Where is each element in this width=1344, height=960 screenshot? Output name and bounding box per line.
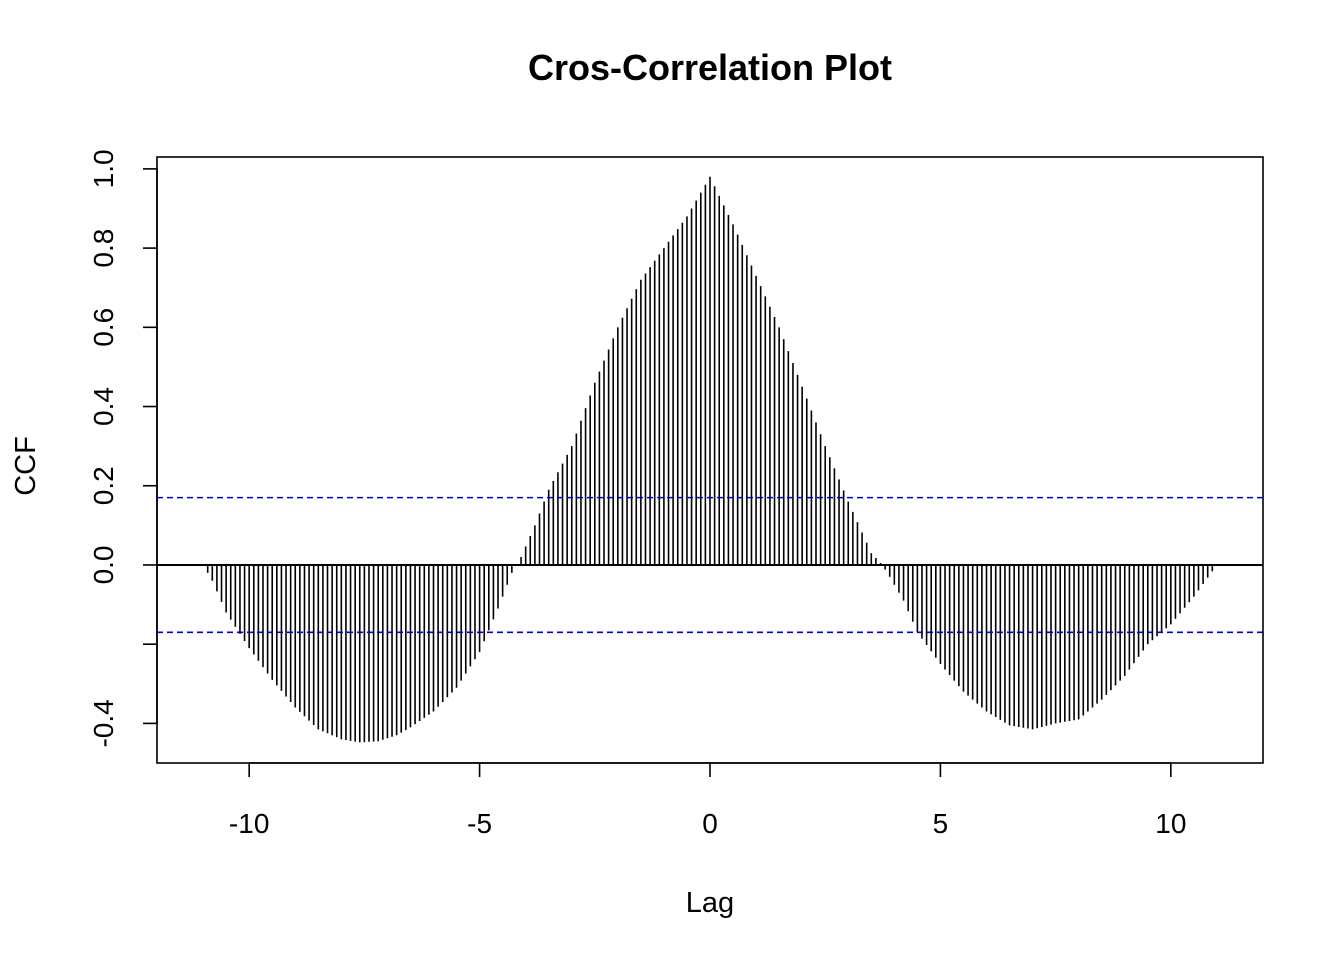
bar-group xyxy=(206,176,1214,743)
x-tick-label: -5 xyxy=(467,808,492,839)
y-tick-label: 1.0 xyxy=(88,149,119,188)
y-tick-label: 0.0 xyxy=(88,545,119,584)
y-tick-label: -0.4 xyxy=(88,699,119,747)
x-axis: -10 -5 0 5 10 xyxy=(229,762,1186,839)
x-tick-label: 5 xyxy=(933,808,949,839)
y-tick-label: 0.2 xyxy=(88,466,119,505)
y-axis-label: CCF xyxy=(10,436,42,496)
reference-lines xyxy=(157,496,1263,634)
y-tick-label: 0.4 xyxy=(88,387,119,426)
y-tick-label: 0.6 xyxy=(88,308,119,347)
x-tick-label: 10 xyxy=(1155,808,1186,839)
y-axis: -0.4 0.0 0.2 0.4 0.6 0.8 1.0 xyxy=(88,149,158,748)
y-tick-label: 0.8 xyxy=(88,229,119,268)
x-tick-label: -10 xyxy=(229,808,269,839)
x-tick-label: 0 xyxy=(702,808,718,839)
x-axis-label: Lag xyxy=(686,887,734,919)
chart-title: Cros-Correlation Plot xyxy=(528,47,892,88)
